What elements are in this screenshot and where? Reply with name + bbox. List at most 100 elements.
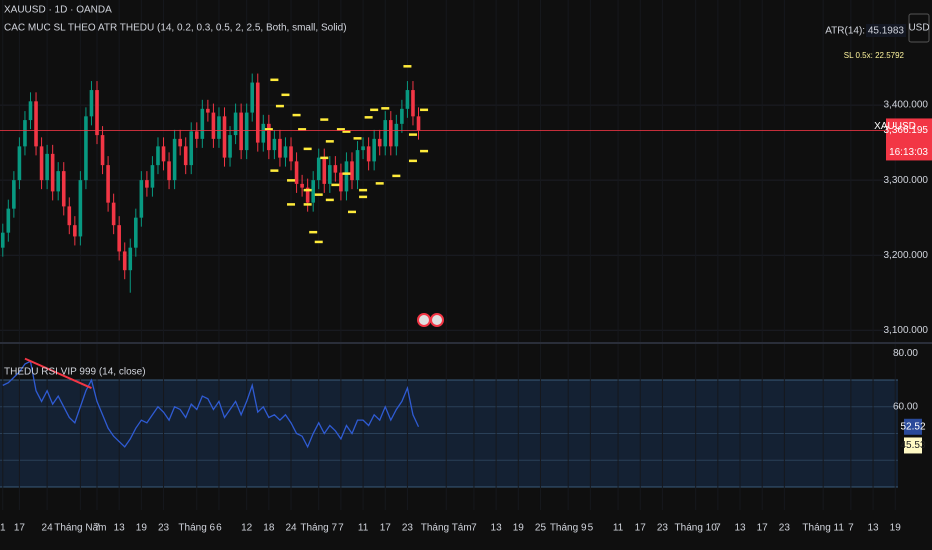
candle-body bbox=[305, 187, 310, 203]
sl-marker bbox=[353, 137, 362, 140]
sl-marker bbox=[303, 188, 312, 192]
y-tick-label: 3,400.000 bbox=[884, 100, 929, 111]
x-tick-label: 13 bbox=[867, 523, 879, 534]
candle-body bbox=[56, 171, 61, 192]
candle-body bbox=[206, 108, 210, 113]
y-tick-label: 60.00 bbox=[893, 401, 918, 412]
atr-label: ATR(14): 45.1983 bbox=[825, 26, 904, 37]
currency[interactable]: USD bbox=[908, 23, 929, 34]
x-tick-label: 18 bbox=[263, 523, 275, 534]
sl-marker bbox=[392, 174, 401, 178]
x-tick-label: 23 bbox=[779, 523, 791, 534]
x-tick-label: 17 bbox=[14, 523, 26, 534]
last-price-label: 3,366.195 bbox=[884, 125, 929, 136]
candle-body bbox=[400, 108, 404, 124]
rsi-title[interactable]: THEDU RSI VIP 999 (14, close) bbox=[4, 367, 146, 378]
event-icon[interactable] bbox=[430, 313, 444, 327]
sl-marker bbox=[303, 203, 312, 206]
candle-body bbox=[0, 232, 5, 248]
sl-marker bbox=[381, 107, 390, 110]
candle-body bbox=[161, 146, 166, 162]
candle-body bbox=[405, 90, 410, 109]
sl-marker bbox=[364, 116, 373, 119]
x-tick-label: 7 bbox=[848, 523, 854, 534]
sl-marker bbox=[342, 172, 351, 175]
indicator-title[interactable]: CAC MUC SL THEO ATR THEDU (14, 0.2, 0.3,… bbox=[4, 23, 347, 34]
sl-marker bbox=[320, 156, 329, 160]
x-tick-label: 17 bbox=[635, 523, 647, 534]
currency-box[interactable] bbox=[908, 13, 930, 43]
x-tick-label: 13 bbox=[491, 523, 503, 534]
event-icons[interactable] bbox=[417, 313, 444, 327]
sl-marker bbox=[375, 182, 384, 185]
x-tick-label: 1 bbox=[0, 523, 6, 534]
x-tick-label: 23 bbox=[402, 523, 414, 534]
x-tick-label: 11 bbox=[358, 523, 369, 534]
x-tick-label: Tháng 10 bbox=[675, 523, 718, 534]
sl-marker bbox=[275, 104, 284, 108]
candle-body bbox=[211, 112, 216, 139]
x-tick-label: 19 bbox=[136, 523, 148, 534]
candle-body bbox=[178, 138, 182, 147]
x-tick-label: 24 bbox=[42, 523, 54, 534]
event-icon[interactable] bbox=[417, 313, 431, 327]
candle-body bbox=[89, 90, 94, 117]
sl-marker bbox=[359, 195, 368, 199]
candle-body bbox=[333, 165, 338, 173]
symbol-tag: XAUUSD bbox=[874, 121, 916, 132]
candle-body bbox=[222, 116, 227, 158]
candle-body bbox=[261, 123, 266, 143]
y-tick-label: 80.00 bbox=[893, 348, 918, 359]
candle-body bbox=[372, 138, 376, 162]
candle-body bbox=[17, 146, 22, 181]
divergence-line bbox=[24, 357, 92, 389]
candle-body bbox=[355, 150, 360, 181]
sl-marker bbox=[287, 179, 296, 182]
symbol-title[interactable]: XAUUSD · 1D · OANDA bbox=[4, 5, 112, 16]
candle-body bbox=[134, 217, 138, 248]
sl-marker bbox=[420, 149, 429, 153]
candle-body bbox=[200, 108, 205, 139]
sl-marker bbox=[331, 183, 340, 187]
candle-body bbox=[255, 82, 260, 143]
y-tick-label: 3,200.000 bbox=[884, 250, 929, 261]
sl-marker bbox=[408, 159, 417, 163]
candle-body bbox=[6, 208, 11, 233]
candle-body bbox=[267, 123, 271, 151]
candle-body bbox=[145, 180, 149, 188]
grid-layer bbox=[0, 0, 901, 510]
sl-marker bbox=[298, 128, 307, 131]
sl-marker bbox=[325, 140, 334, 143]
y-tick-label: 3,100.000 bbox=[884, 325, 929, 336]
sl-marker bbox=[347, 210, 356, 214]
x-tick-label: 7 bbox=[471, 523, 477, 534]
sl-marker bbox=[325, 198, 334, 202]
candle-body bbox=[383, 120, 388, 147]
candle-body bbox=[300, 183, 304, 188]
candle-body bbox=[316, 157, 321, 181]
candle-body bbox=[122, 251, 127, 271]
candle-body bbox=[394, 123, 399, 147]
x-tick-label: 23 bbox=[657, 523, 669, 534]
sl-marker bbox=[320, 118, 329, 121]
x-tick-label: 11 bbox=[613, 523, 624, 534]
candle-body bbox=[250, 82, 255, 113]
candle-body bbox=[45, 153, 49, 181]
candle-body bbox=[194, 131, 199, 139]
sl-marker bbox=[408, 133, 417, 136]
x-tick-label: 7 bbox=[94, 523, 100, 534]
candle-body bbox=[377, 138, 382, 147]
x-tick-label: 19 bbox=[890, 523, 902, 534]
candle-body bbox=[322, 157, 327, 184]
sl-marker bbox=[264, 128, 273, 131]
candle-body bbox=[361, 146, 365, 151]
candle-body bbox=[228, 135, 232, 158]
candle-body bbox=[150, 165, 155, 188]
x-tick-label: 25 bbox=[535, 523, 547, 534]
candle-body bbox=[39, 146, 44, 181]
candle-body bbox=[183, 146, 188, 166]
candle-body bbox=[416, 116, 421, 131]
candle-body bbox=[272, 138, 277, 151]
sl-marker bbox=[309, 230, 318, 234]
x-tick-label: Tháng 9 bbox=[550, 523, 587, 534]
